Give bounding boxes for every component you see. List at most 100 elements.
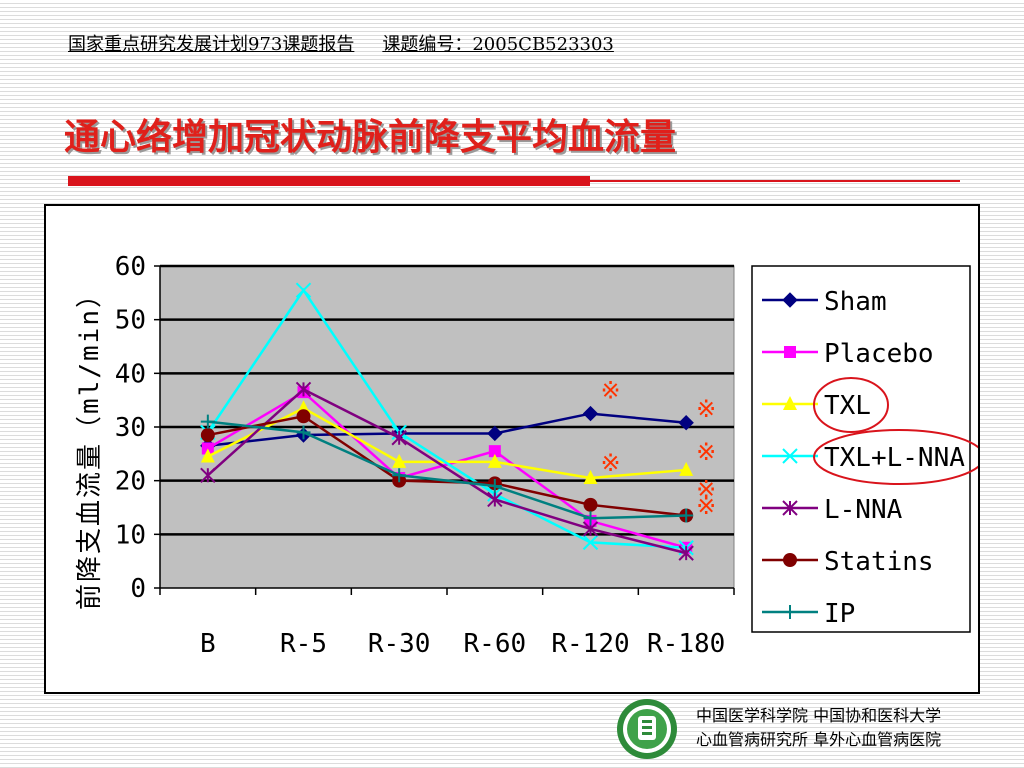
legend-label: TXL+L-NNA (824, 443, 965, 473)
marker-shape (679, 461, 694, 476)
footer-text: 中国医学科学院 中国协和医科大学 心血管病研究所 阜外心血管病医院 (696, 704, 941, 752)
marker-shape (296, 425, 311, 440)
marker-shape (783, 553, 797, 567)
legend-label: Placebo (824, 339, 934, 369)
marker-shape (783, 396, 797, 410)
marker-shape (200, 414, 215, 429)
series-line-l-nna (206, 387, 687, 555)
data-point (201, 442, 214, 455)
y-tick-label: 50 (115, 306, 146, 336)
data-point (583, 497, 598, 512)
y-tick-label: 60 (115, 252, 146, 282)
marker-shape (487, 479, 502, 494)
marker-shape (583, 511, 598, 526)
highlight-circle (813, 377, 889, 433)
marker-shape (296, 409, 311, 424)
x-tick-label: R-120 (551, 629, 629, 659)
marker-shape (678, 414, 694, 431)
marker-shape (200, 467, 216, 484)
marker-shape (678, 545, 694, 561)
marker-shape (487, 491, 503, 508)
data-point (200, 428, 215, 443)
chart-frame: 0 10 20 30 40 50 60 B R-5 R-30 R-60 R-120 R-180 前降支血流… (44, 204, 980, 694)
legend-marker (784, 346, 796, 358)
legend-box (751, 265, 971, 633)
y-tick-label: 0 (130, 574, 146, 604)
legend-marker (782, 500, 798, 516)
marker-shape (782, 500, 798, 516)
marker-shape (784, 346, 796, 358)
significance-mark: ※ (696, 395, 716, 423)
y-tick-label: 30 (115, 413, 146, 443)
data-point (678, 414, 694, 431)
marker-shape (200, 448, 215, 463)
data-point (295, 381, 312, 398)
marker-shape (295, 282, 312, 298)
data-point (296, 425, 311, 440)
x-tick-label: B (200, 629, 216, 659)
marker-shape (487, 453, 502, 468)
marker-shape (782, 292, 798, 308)
marker-shape (583, 497, 598, 512)
data-point (582, 405, 599, 422)
marker-shape (487, 425, 503, 442)
y-tick-label: 20 (115, 467, 146, 497)
y-tick-label: 40 (115, 359, 146, 389)
marker-shape (582, 534, 599, 551)
significance-mark: ※ (696, 476, 716, 504)
data-point (392, 468, 407, 483)
legend-label: Statins (824, 547, 934, 577)
data-point (679, 461, 694, 476)
x-tick-label: R-30 (368, 629, 431, 659)
data-point (488, 445, 501, 458)
data-point (487, 479, 502, 494)
y-axis-title: 前降支血流量（ml/min） (75, 280, 105, 610)
title-underline-bar (68, 176, 590, 186)
marker-shape (782, 448, 798, 464)
data-point (295, 282, 312, 298)
data-point (487, 425, 503, 442)
report-header: 国家重点研究发展计划973课题报告 课题编号：2005CB523303 (68, 30, 614, 56)
legend-marker (782, 448, 798, 464)
data-point (200, 448, 215, 463)
data-point (487, 453, 502, 468)
y-tick-label: 10 (115, 520, 146, 550)
data-point (583, 511, 598, 526)
x-tick-label: R-5 (280, 629, 327, 659)
legend-marker (783, 605, 797, 619)
marker-shape (679, 508, 694, 523)
data-point (487, 491, 503, 508)
data-point (200, 467, 216, 484)
highlight-circle (813, 429, 978, 485)
data-point (296, 409, 311, 424)
data-point (391, 430, 407, 446)
legend-label: L-NNA (824, 495, 903, 525)
data-point (200, 414, 215, 429)
marker-shape (583, 469, 598, 484)
institution-logo-icon (617, 699, 677, 759)
legend-label: IP (824, 599, 855, 629)
series-line-sham (207, 412, 687, 448)
x-tick-label: R-60 (464, 629, 527, 659)
legend-marker (783, 553, 797, 567)
marker-shape (392, 453, 407, 468)
data-point (678, 545, 694, 561)
project-name: 国家重点研究发展计划973课题报告 (68, 34, 355, 55)
line-chart: 0 10 20 30 40 50 60 B R-5 R-30 R-60 R-120 R-180 前降支血流… (75, 252, 978, 659)
significance-mark: ※ (600, 376, 620, 404)
significance-mark: ※ (600, 449, 620, 477)
series-line-ip (207, 420, 687, 520)
marker-shape (582, 405, 599, 422)
legend-label: Sham (824, 287, 887, 317)
marker-shape (200, 428, 215, 443)
slide-title: 通心络增加冠状动脉前降支平均血流量 (64, 117, 677, 158)
data-point (583, 469, 598, 484)
legend-marker (782, 292, 798, 308)
marker-shape (488, 445, 501, 458)
data-point (392, 453, 407, 468)
series-line-txl-l-nna (206, 287, 687, 549)
significance-mark: ※ (696, 438, 716, 466)
legend-label: TXL (824, 391, 871, 421)
footer: 中国医学科学院 中国协和医科大学 心血管病研究所 阜外心血管病医院 (610, 698, 1020, 764)
significance-mark: ※ (696, 492, 716, 520)
